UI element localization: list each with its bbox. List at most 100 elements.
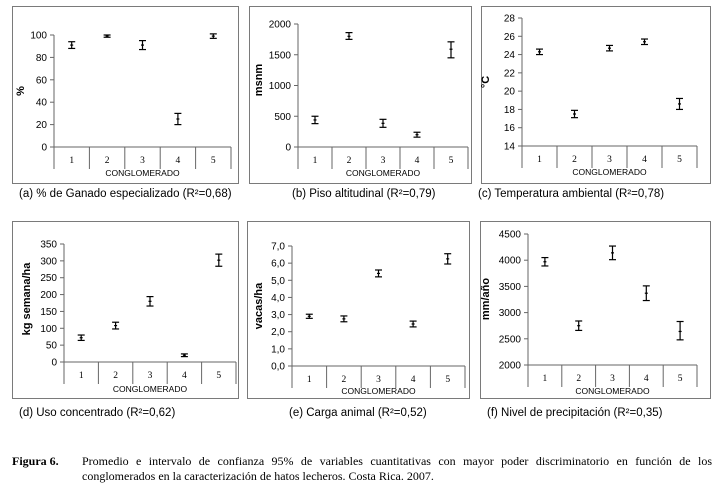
error-bar-3 bbox=[379, 118, 387, 128]
error-bar-3 bbox=[146, 295, 154, 307]
y-tick-label: 3,0 bbox=[271, 310, 285, 321]
panel-caption: (a) % de Ganado especializado (R²=0,68) bbox=[19, 188, 232, 200]
y-tick-label: 100 bbox=[40, 324, 57, 335]
x-tick-label: 3 bbox=[610, 374, 615, 384]
y-tick-label: 0 bbox=[51, 358, 57, 369]
x-tick-label: 2 bbox=[342, 375, 347, 385]
y-tick-label: 150 bbox=[40, 307, 57, 318]
panel-caption: (c) Temperatura ambiental (R²=0,78) bbox=[478, 188, 664, 200]
x-tick-label: 5 bbox=[445, 375, 450, 385]
x-axis-title: CONGLOMERADO bbox=[113, 384, 188, 394]
y-axis-title: °C bbox=[480, 76, 492, 88]
x-tick-label: 3 bbox=[148, 371, 153, 381]
y-tick-label: 26 bbox=[504, 32, 516, 43]
y-tick-label: 40 bbox=[36, 98, 48, 109]
error-bar-4 bbox=[413, 131, 421, 138]
y-tick-label: 500 bbox=[274, 112, 291, 123]
x-tick-label: 5 bbox=[449, 156, 454, 166]
error-bar-2 bbox=[103, 34, 111, 38]
chart-panel-c: 14 16 18 20 22 24 26 28 1 2 3 4 5 CONGLOMERADO °C (c) T… bbox=[478, 6, 711, 200]
error-bar-3 bbox=[606, 44, 613, 52]
x-tick-label: 1 bbox=[537, 155, 542, 165]
x-tick-label: 4 bbox=[176, 156, 181, 166]
y-tick-label: 24 bbox=[504, 50, 516, 61]
y-tick-label: 0 bbox=[285, 143, 291, 154]
error-bar-1 bbox=[541, 256, 549, 267]
x-tick-label: 5 bbox=[211, 156, 216, 166]
y-axis-title: msnm bbox=[253, 64, 265, 97]
x-tick-label: 3 bbox=[381, 156, 386, 166]
error-bar-1 bbox=[536, 48, 543, 56]
chart-panel-b: 0 500 1000 1500 2000 1 2 3 4 5 CONGLOMERADO msnm (b)… bbox=[249, 6, 472, 200]
x-tick-label: 5 bbox=[216, 371, 221, 381]
panel-caption: (b) Piso altitudinal (R²=0,79) bbox=[292, 188, 436, 200]
error-bar-1 bbox=[68, 41, 76, 50]
x-tick-label: 5 bbox=[678, 374, 683, 384]
chart-panel-a: 0 20 40 60 80 100 1 2 3 4 5 CONGLOMERADO% (a) % de G… bbox=[12, 6, 239, 200]
y-tick-label: 7,0 bbox=[271, 242, 285, 253]
x-tick-label: 3 bbox=[376, 375, 381, 385]
error-bar-4 bbox=[174, 112, 182, 126]
chart-frame bbox=[247, 221, 470, 399]
error-bar-3 bbox=[375, 269, 382, 278]
error-bar-4 bbox=[641, 38, 648, 46]
y-tick-label: 50 bbox=[46, 341, 58, 352]
error-bar-2 bbox=[112, 321, 120, 330]
y-tick-label: 18 bbox=[504, 105, 516, 116]
y-tick-label: 2000 bbox=[499, 361, 522, 372]
x-tick-label: 1 bbox=[79, 371, 84, 381]
y-tick-label: 6,0 bbox=[271, 259, 285, 270]
x-axis-title: CONGLOMERADO bbox=[572, 167, 647, 177]
x-axis-title: CONGLOMERADO bbox=[575, 386, 650, 396]
x-tick-label: 1 bbox=[307, 375, 312, 385]
figure-caption-text: Promedio e intervalo de confianza 95% de… bbox=[82, 454, 712, 483]
panel-caption: (e) Carga animal (R²=0,52) bbox=[289, 407, 427, 419]
y-tick-label: 1500 bbox=[269, 50, 292, 61]
y-tick-label: 4500 bbox=[499, 230, 522, 241]
figure-caption-label: Figura 6. bbox=[12, 454, 59, 468]
x-axis-title: CONGLOMERADO bbox=[346, 168, 421, 178]
x-tick-label: 3 bbox=[140, 156, 145, 166]
error-bar-5 bbox=[447, 41, 455, 59]
y-tick-label: 4,0 bbox=[271, 293, 285, 304]
x-tick-label: 1 bbox=[69, 156, 74, 166]
x-tick-label: 1 bbox=[543, 374, 548, 384]
x-tick-label: 4 bbox=[415, 156, 420, 166]
x-axis-title: CONGLOMERADO bbox=[341, 386, 416, 396]
error-bar-1 bbox=[77, 334, 85, 342]
y-tick-label: 300 bbox=[40, 256, 57, 267]
y-tick-label: 16 bbox=[504, 123, 516, 134]
y-tick-label: 3000 bbox=[499, 308, 522, 319]
error-bar-5 bbox=[444, 253, 452, 265]
error-bar-4 bbox=[180, 353, 188, 358]
y-tick-label: 1,0 bbox=[271, 344, 285, 355]
y-tick-label: 3500 bbox=[499, 282, 522, 293]
x-tick-label: 2 bbox=[576, 374, 581, 384]
panel-caption: (f) Nivel de precipitación (R²=0,35) bbox=[487, 407, 663, 419]
y-tick-label: 22 bbox=[504, 68, 516, 79]
error-bar-1 bbox=[311, 115, 319, 125]
error-bar-2 bbox=[575, 320, 583, 332]
y-tick-label: 1000 bbox=[269, 81, 292, 92]
x-tick-label: 4 bbox=[182, 371, 187, 381]
y-axis-title: % bbox=[15, 86, 27, 96]
chart-frame bbox=[12, 221, 239, 399]
y-tick-label: 60 bbox=[36, 75, 48, 86]
chart-panel-f: 2000 2500 3000 3500 4000 4500 1 2 3 4 5 CONGLOMERAD… bbox=[480, 221, 711, 419]
x-tick-label: 2 bbox=[347, 156, 352, 166]
error-bar-5 bbox=[215, 253, 223, 267]
x-tick-label: 4 bbox=[411, 375, 416, 385]
y-tick-label: 250 bbox=[40, 273, 57, 284]
y-tick-label: 0,0 bbox=[271, 362, 285, 373]
y-tick-label: 14 bbox=[504, 142, 516, 153]
error-bar-5 bbox=[209, 33, 217, 39]
error-bar-1 bbox=[305, 313, 313, 319]
panel-caption: (d) Uso concentrado (R²=0,62) bbox=[19, 407, 175, 419]
x-tick-label: 2 bbox=[105, 156, 110, 166]
x-tick-label: 2 bbox=[113, 371, 118, 381]
y-tick-label: 80 bbox=[36, 53, 48, 64]
x-tick-label: 5 bbox=[677, 155, 682, 165]
chart-panel-e: 0,0 1,0 2,0 3,0 4,0 5,0 6,0 7,0 1 2 3 4 5 CONGLOMERAD… bbox=[247, 221, 470, 419]
error-bar-4 bbox=[409, 320, 417, 328]
